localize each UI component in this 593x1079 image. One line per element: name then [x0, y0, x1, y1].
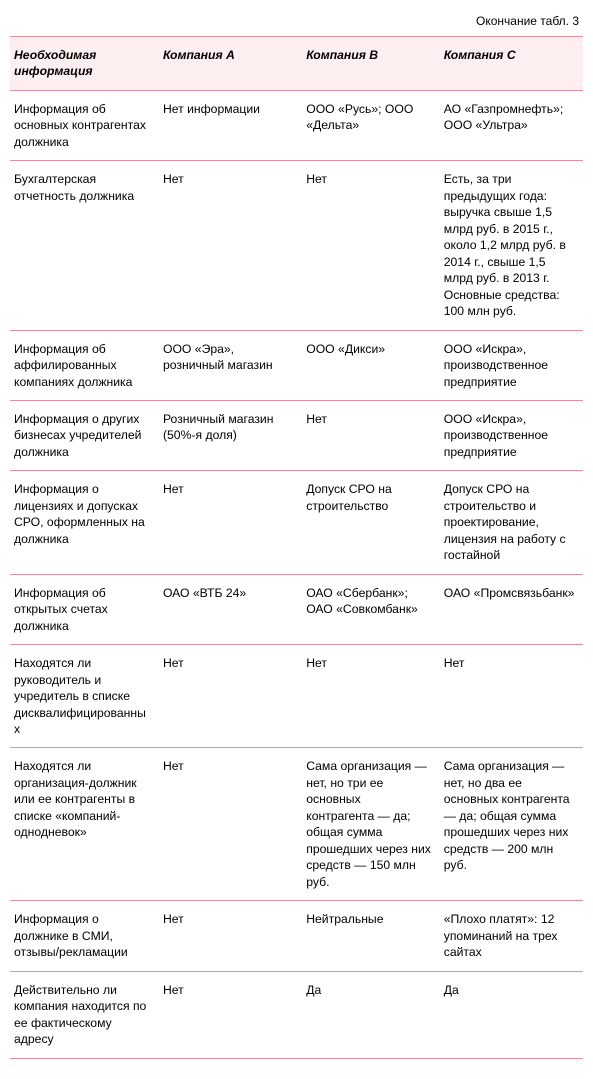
table-cell: ООО «Русь»; ООО «Дельта» — [302, 90, 440, 160]
table-header-row: Необходимая информация Компания A Компан… — [10, 37, 583, 91]
table-cell: Розничный магазин (50%-я доля) — [159, 400, 302, 470]
column-header: Компания C — [440, 37, 583, 91]
table-body: Информация об основных контрагентах долж… — [10, 90, 583, 1058]
comparison-table: Необходимая информация Компания A Компан… — [10, 36, 583, 1059]
table-cell: «Плохо платят»: 12 упоминаний на трех са… — [440, 901, 583, 971]
table-cell: Нет — [302, 400, 440, 470]
table-header: Необходимая информация Компания A Компан… — [10, 37, 583, 91]
table-cell: Информация об основных контрагентах долж… — [10, 90, 159, 160]
table-cell: Информация об аффилированных компаниях д… — [10, 330, 159, 400]
table-cell: Информация об открытых счетах должника — [10, 574, 159, 644]
table-cell: Нет — [159, 971, 302, 1058]
column-header: Необходимая информация — [10, 37, 159, 91]
table-row: Находятся ли руководитель и учредитель в… — [10, 645, 583, 748]
table-cell: Нейтральные — [302, 901, 440, 971]
table-cell: ООО «Искра», производственное предприяти… — [440, 330, 583, 400]
table-cell: Информация о лицензиях и допусках СРО, о… — [10, 471, 159, 574]
table-cell: Информация о других бизнесах учредителей… — [10, 400, 159, 470]
table-cell: Находятся ли руководитель и учредитель в… — [10, 645, 159, 748]
table-cell: Сама организация — нет, но три ее основн… — [302, 748, 440, 901]
page-container: Окончание табл. 3 Необходимая информация… — [0, 0, 593, 1079]
table-cell: Нет — [302, 161, 440, 330]
table-cell: Нет — [159, 161, 302, 330]
table-row: Информация о должнике в СМИ, отзывы/рекл… — [10, 901, 583, 971]
table-cell: ОАО «ВТБ 24» — [159, 574, 302, 644]
table-cell: Действительно ли компания находится по е… — [10, 971, 159, 1058]
table-cell: ООО «Искра», производственное предприяти… — [440, 400, 583, 470]
table-cell: Сама организация — нет, но два ее основн… — [440, 748, 583, 901]
table-cell: Бухгалтерская отчетность должника — [10, 161, 159, 330]
table-caption: Окончание табл. 3 — [10, 14, 579, 28]
table-row: Информация о других бизнесах учредителей… — [10, 400, 583, 470]
table-cell: Находятся ли организация-должник или ее … — [10, 748, 159, 901]
table-cell: Информация о должнике в СМИ, отзывы/рекл… — [10, 901, 159, 971]
table-cell: Нет — [159, 471, 302, 574]
table-cell: Нет — [159, 645, 302, 748]
table-row: Информация об аффилированных компаниях д… — [10, 330, 583, 400]
table-cell: Нет — [159, 748, 302, 901]
table-cell: ОАО «Промсвязьбанк» — [440, 574, 583, 644]
table-row: Информация об основных контрагентах долж… — [10, 90, 583, 160]
table-row: Находятся ли организация-должник или ее … — [10, 748, 583, 901]
table-cell: ООО «Дикси» — [302, 330, 440, 400]
table-cell: АО «Газпромнефть»; ООО «Ультра» — [440, 90, 583, 160]
table-cell: Нет информации — [159, 90, 302, 160]
table-cell: Есть, за три предыдущих года: выручка св… — [440, 161, 583, 330]
table-row: Бухгалтерская отчетность должника Нет Не… — [10, 161, 583, 330]
column-header: Компания A — [159, 37, 302, 91]
table-cell: Допуск СРО на строительство — [302, 471, 440, 574]
table-cell: ОАО «Сбербанк»; ОАО «Совкомбанк» — [302, 574, 440, 644]
table-cell: Нет — [440, 645, 583, 748]
table-row: Информация о лицензиях и допусках СРО, о… — [10, 471, 583, 574]
table-cell: Допуск СРО на строительство и проектиров… — [440, 471, 583, 574]
table-cell: Нет — [302, 645, 440, 748]
table-cell: ООО «Эра», розничный магазин — [159, 330, 302, 400]
table-cell: Нет — [159, 901, 302, 971]
table-row: Информация об открытых счетах должника О… — [10, 574, 583, 644]
table-row: Действительно ли компания находится по е… — [10, 971, 583, 1058]
column-header: Компания B — [302, 37, 440, 91]
table-cell: Да — [440, 971, 583, 1058]
table-cell: Да — [302, 971, 440, 1058]
